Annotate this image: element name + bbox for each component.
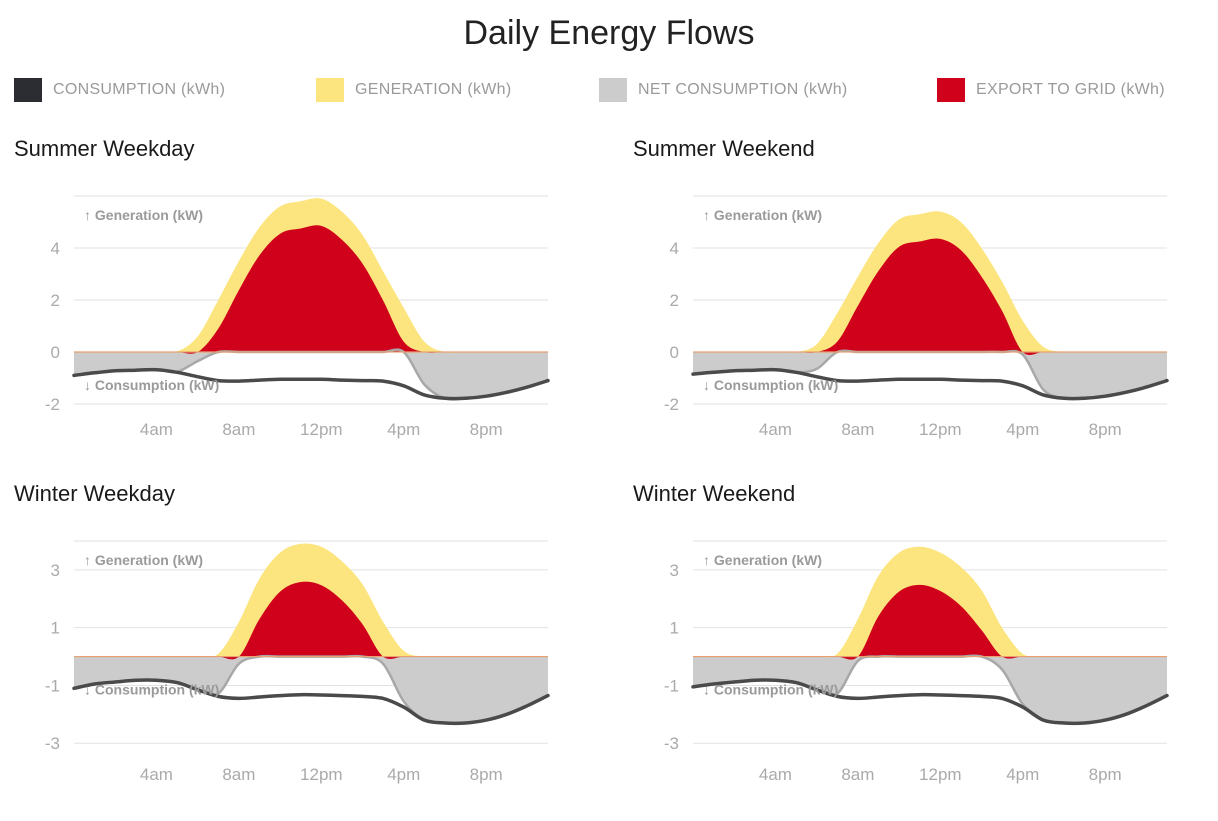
chart-svg: 3 1 -1 -3 ↑ Generation (kW) ↓ Consumption (kW…: [664, 540, 1169, 784]
legend-label: GENERATION (kWh): [355, 81, 512, 98]
x-tick-label: 4pm: [387, 420, 420, 439]
x-tick-label: 8pm: [1089, 765, 1122, 784]
consumption-line: [691, 367, 1169, 401]
x-tick-label: 12pm: [919, 765, 962, 784]
legend-swatch-generation: [316, 78, 344, 102]
generation-annotation: ↑ Generation (kW): [703, 207, 822, 223]
legend-export[interactable]: EXPORT TO GRID (kWh): [937, 78, 1165, 102]
consumption-annotation: ↓ Consumption (kW): [84, 377, 219, 393]
chart-title: Winter Weekend: [633, 481, 796, 506]
y-tick-label: 2: [670, 291, 679, 310]
chart-svg: 4 2 0 -2 ↑ Generation (kW) ↓ Consumption (kW)…: [45, 195, 550, 439]
x-tick-label: 4pm: [1006, 420, 1039, 439]
y-tick-label: 3: [670, 561, 679, 580]
consumption-line: [72, 367, 550, 401]
x-tick-label: 8pm: [1089, 420, 1122, 439]
net-consumption-area: [693, 350, 1167, 399]
generation-annotation: ↑ Generation (kW): [84, 207, 203, 223]
page-title: Daily Energy Flows: [463, 14, 755, 52]
net-consumption-area: [74, 656, 548, 724]
y-tick-label: 1: [670, 619, 679, 638]
x-tick-label: 4am: [759, 765, 792, 784]
legend-generation[interactable]: GENERATION (kWh): [316, 78, 512, 102]
x-tick-label: 4am: [140, 765, 173, 784]
chart-svg: 4 2 0 -2 ↑ Generation (kW) ↓ Consumption (kW)…: [664, 195, 1169, 439]
consumption-line: [72, 678, 550, 726]
x-tick-label: 12pm: [300, 420, 343, 439]
legend-swatch-export: [937, 78, 965, 102]
chart-panel-winter-weekday: Winter Weekday 3 1 -1 -3 ↑ Generation (kW) ↓ …: [14, 481, 574, 811]
chart-panel-summer-weekday: Summer Weekday 4 2 0 -2 ↑ Generation (kW) ↓ C…: [14, 136, 574, 466]
chart-svg: 3 1 -1 -3 ↑ Generation (kW) ↓ Consumption (kW…: [45, 540, 550, 784]
y-tick-label: -2: [45, 395, 60, 414]
export-area: [74, 225, 548, 354]
legend-label: EXPORT TO GRID (kWh): [976, 81, 1165, 98]
y-tick-label: -2: [664, 395, 679, 414]
y-tick-label: 0: [51, 343, 60, 362]
export-area: [74, 581, 548, 660]
y-tick-label: 4: [51, 239, 60, 258]
consumption-annotation: ↓ Consumption (kW): [84, 682, 219, 698]
legend-swatch-net-consumption: [599, 78, 627, 102]
chart-panel-winter-weekend: Winter Weekend 3 1 -1 -3 ↑ Generation (kW) ↓ …: [633, 481, 1193, 811]
x-tick-label: 8am: [222, 420, 255, 439]
x-tick-label: 8am: [841, 420, 874, 439]
x-tick-label: 8pm: [470, 420, 503, 439]
y-tick-label: 0: [670, 343, 679, 362]
consumption-line: [691, 678, 1169, 726]
legend-consumption[interactable]: CONSUMPTION (kWh): [14, 78, 225, 102]
consumption-annotation: ↓ Consumption (kW): [703, 682, 838, 698]
chart-title: Summer Weekend: [633, 136, 815, 161]
chart-panel-summer-weekend: Summer Weekend 4 2 0 -2 ↑ Generation (kW) ↓ C…: [633, 136, 1193, 466]
legend-swatch-consumption: [14, 78, 42, 102]
legend-label: NET CONSUMPTION (kWh): [638, 81, 848, 98]
consumption-annotation: ↓ Consumption (kW): [703, 377, 838, 393]
generation-annotation: ↑ Generation (kW): [84, 552, 203, 568]
net-consumption-area: [693, 655, 1167, 724]
legend-net-consumption[interactable]: NET CONSUMPTION (kWh): [599, 78, 848, 102]
y-tick-label: -3: [45, 734, 60, 753]
chart-title: Summer Weekday: [14, 136, 195, 161]
y-tick-label: -3: [664, 734, 679, 753]
net-consumption-area: [74, 349, 548, 400]
export-area: [693, 584, 1167, 660]
x-tick-label: 12pm: [300, 765, 343, 784]
y-tick-label: 4: [670, 239, 679, 258]
export-area: [693, 238, 1167, 356]
x-tick-label: 4pm: [387, 765, 420, 784]
x-tick-label: 12pm: [919, 420, 962, 439]
x-tick-label: 4pm: [1006, 765, 1039, 784]
y-tick-label: -1: [664, 676, 679, 695]
y-tick-label: 1: [51, 619, 60, 638]
y-tick-label: 3: [51, 561, 60, 580]
x-tick-label: 8am: [222, 765, 255, 784]
x-tick-label: 8am: [841, 765, 874, 784]
y-tick-label: 2: [51, 291, 60, 310]
generation-annotation: ↑ Generation (kW): [703, 552, 822, 568]
legend-label: CONSUMPTION (kWh): [53, 81, 226, 98]
y-tick-label: -1: [45, 676, 60, 695]
x-tick-label: 8pm: [470, 765, 503, 784]
chart-title: Winter Weekday: [14, 481, 175, 506]
x-tick-label: 4am: [140, 420, 173, 439]
x-tick-label: 4am: [759, 420, 792, 439]
